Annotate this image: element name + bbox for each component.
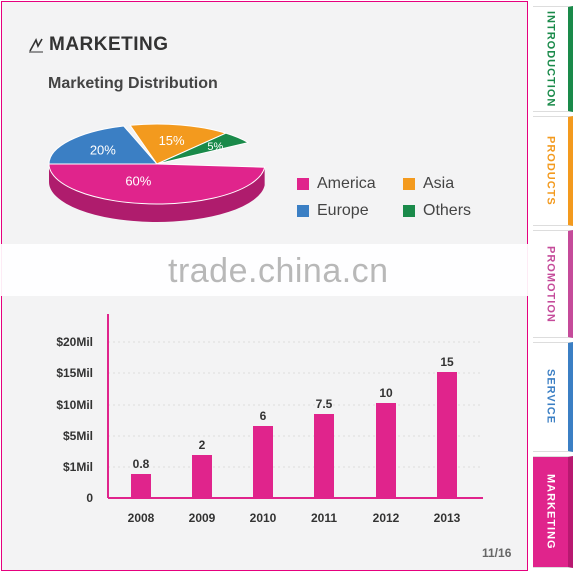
y-tick-label: $5Mil	[63, 429, 93, 443]
section-header: MARKETING	[27, 34, 169, 56]
pie-side-america	[49, 164, 265, 223]
pie-chart-title: Marketing Distribution	[48, 75, 218, 92]
bar-2008	[131, 474, 151, 498]
tab-label: PROMOTION	[544, 245, 557, 323]
x-tick-label: 2009	[189, 511, 216, 525]
watermark-band	[0, 244, 576, 296]
y-tick-label: $1Mil	[63, 460, 93, 474]
tab-label: PRODUCTS	[544, 136, 557, 206]
legend-swatch	[403, 178, 415, 190]
pie-label-america: 60%	[125, 174, 151, 189]
x-tick-label: 2012	[373, 511, 400, 525]
y-tick-label: $15Mil	[56, 366, 93, 380]
legend-item-europe: Europe	[297, 202, 369, 220]
pie-slice-asia	[129, 123, 228, 165]
pie-chart: 60% 20% 15% 5%	[48, 123, 266, 223]
legend-label: Europe	[317, 202, 369, 219]
tab-products[interactable]: PRODUCTS	[533, 116, 573, 226]
bar-2009	[192, 455, 212, 498]
legend-item-america: America	[297, 175, 376, 193]
watermark: trade.china.cn	[168, 252, 389, 290]
legend-swatch	[403, 205, 415, 217]
tab-label: MARKETING	[544, 474, 557, 550]
y-tick-label: $10Mil	[56, 398, 93, 412]
bar-value-label: 0.8	[133, 457, 150, 471]
tab-service[interactable]: SERVICE	[533, 342, 573, 452]
bar-value-label: 7.5	[316, 397, 333, 411]
x-tick-label: 2011	[311, 511, 337, 525]
y-tick-label: $20Mil	[56, 335, 93, 349]
tab-label: SERVICE	[544, 369, 557, 425]
legend-swatch	[297, 178, 309, 190]
bar-2012	[376, 403, 396, 498]
bar-value-label: 6	[260, 409, 267, 423]
x-tick-label: 2013	[434, 511, 461, 525]
tab-promotion[interactable]: PROMOTION	[533, 230, 573, 338]
tab-label: INTRODUCTION	[544, 10, 557, 108]
pie-label-asia: 15%	[159, 133, 185, 148]
bar-chart: 0 $1Mil $5Mil $10Mil $15Mil $20Mil 0.8 2008 2 200…	[56, 314, 483, 525]
bar-2011	[314, 414, 334, 498]
tab-introduction[interactable]: INTRODUCTION	[533, 6, 573, 112]
bar-2010	[253, 426, 273, 498]
pen-logo-icon	[29, 38, 43, 53]
bar-value-label: 2	[199, 438, 206, 452]
pie-label-others: 5%	[207, 141, 223, 153]
bar-value-label: 10	[379, 386, 393, 400]
x-tick-label: 2008	[128, 511, 155, 525]
tab-marketing[interactable]: MARKETING	[533, 456, 573, 568]
pie-slice-europe	[48, 125, 159, 165]
legend-label: America	[317, 175, 376, 192]
legend-label: Others	[423, 202, 472, 219]
bar-2013	[437, 372, 457, 498]
legend-item-asia: Asia	[403, 175, 454, 193]
pie-label-europe: 20%	[90, 142, 116, 157]
page-number: 11/16	[482, 546, 512, 560]
legend-label: Asia	[423, 175, 455, 192]
x-tick-label: 2010	[250, 511, 277, 525]
legend-item-others: Others	[403, 202, 471, 220]
pie-slice-others	[156, 132, 250, 165]
y-tick-label: 0	[86, 491, 93, 505]
bar-value-label: 15	[440, 355, 454, 369]
legend-swatch	[297, 205, 309, 217]
section-title: MARKETING	[49, 34, 169, 55]
